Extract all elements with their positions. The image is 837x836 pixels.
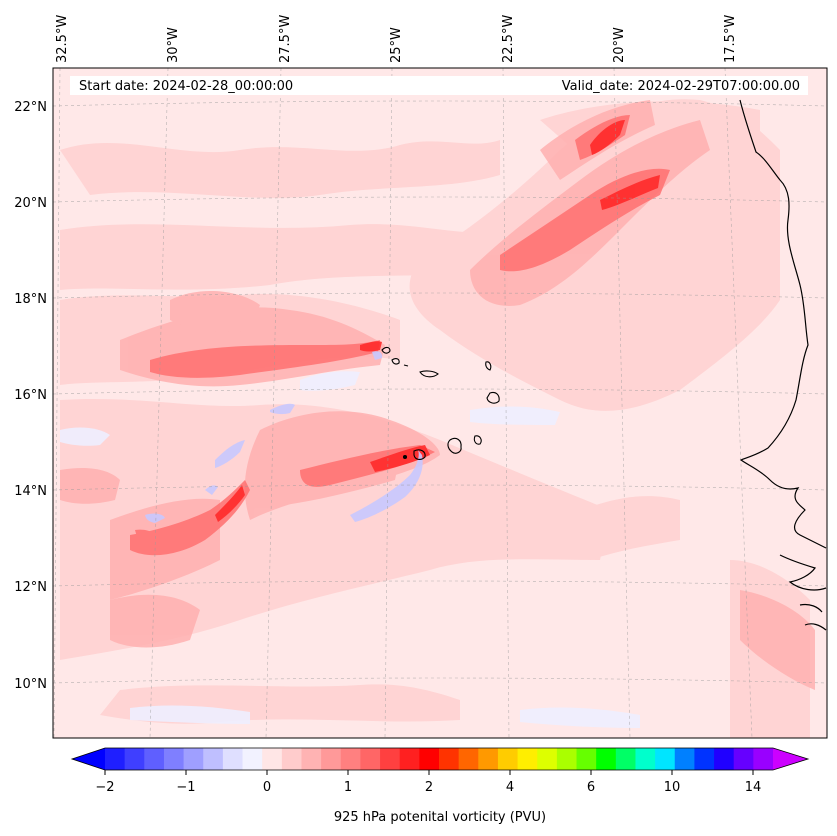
colorbar-cell [340, 748, 361, 770]
colorbar-tick-label: 1 [344, 780, 352, 795]
colorbar-under-arrow [72, 748, 105, 770]
lon-label: 32.5°W [55, 15, 70, 63]
colorbar-cell [655, 748, 676, 770]
pv-field-light [60, 99, 810, 738]
lon-label: 17.5°W [723, 15, 738, 63]
colorbar-cell [517, 748, 538, 770]
lat-label: 16°N [14, 388, 47, 403]
colorbar: −2 −1 0 1 2 4 6 10 14 925 hPa potenital … [70, 747, 810, 825]
colorbar-cell [497, 748, 519, 770]
valid-date-label: Valid_date: 2024-02-29T07:00:00.00 [562, 79, 800, 94]
start-date-label: Start date: 2024-02-28_00:00:00 [79, 79, 293, 94]
colorbar-cell [399, 748, 420, 770]
colorbar-tick-label: −1 [176, 780, 195, 795]
colorbar-cell [183, 748, 204, 770]
cape-verde-islands [381, 346, 500, 460]
lon-label: 25°W [389, 27, 404, 63]
colorbar-cell [556, 748, 578, 770]
colorbar-cell [203, 748, 224, 770]
colorbar-cell [478, 748, 499, 770]
colorbar-tick-label: 4 [506, 780, 514, 795]
colorbar-cell [242, 748, 263, 770]
map-panel[interactable]: Start date: 2024-02-28_00:00:00 Valid_da… [52, 67, 828, 739]
colorbar-cell [124, 748, 145, 770]
colorbar-cell [163, 748, 185, 770]
colorbar-cell [144, 748, 165, 770]
colorbar-cell [360, 748, 381, 770]
colorbar-cell [262, 748, 283, 770]
map-frame [52, 67, 828, 739]
colorbar-cell [635, 748, 656, 770]
lon-label: 30°W [166, 27, 181, 63]
lat-label: 14°N [14, 484, 47, 499]
colorbar-tick-label: 14 [745, 780, 762, 795]
info-box [70, 76, 808, 95]
colorbar-cell [301, 748, 322, 770]
africa-coastline-south [779, 554, 827, 631]
colorbar-cell [615, 748, 636, 770]
lat-label: 12°N [14, 580, 47, 595]
colorbar-cell [439, 748, 460, 770]
colorbar-cell [537, 748, 558, 770]
colorbar-cells [105, 748, 774, 770]
lat-label: 18°N [14, 292, 47, 307]
colorbar-cell [321, 748, 342, 770]
colorbar-tick-label: 6 [587, 780, 595, 795]
colorbar-cell [105, 748, 126, 770]
colorbar-cell [753, 748, 774, 770]
colorbar-cell [458, 748, 479, 770]
colorbar-cell [714, 748, 735, 770]
colorbar-cell [281, 748, 302, 770]
lat-label: 10°N [14, 677, 47, 692]
colorbar-cell [596, 748, 617, 770]
pv-field-negative [145, 351, 423, 523]
colorbar-over-arrow [773, 748, 808, 770]
pv-field-peak [215, 120, 660, 522]
colorbar-cell [576, 748, 597, 770]
lon-label: 20°W [612, 27, 627, 63]
longitude-labels: 32.5°W 30°W 27.5°W 25°W 22.5°W 20°W 17.5… [55, 15, 738, 63]
colorbar-cell [674, 748, 695, 770]
colorbar-cell [222, 748, 244, 770]
lon-label: 22.5°W [501, 15, 516, 63]
lat-label: 22°N [14, 100, 47, 115]
colorbar-cell [380, 748, 401, 770]
colorbar-cell [419, 748, 440, 770]
africa-coastline [739, 99, 827, 549]
colorbar-ticks [104, 770, 754, 775]
lat-label: 20°N [14, 196, 47, 211]
colorbar-tick-label: 10 [664, 780, 681, 795]
colorbar-cell [694, 748, 715, 770]
colorbar-tick-label: 0 [263, 780, 271, 795]
pv-field-weak-negative [60, 371, 640, 728]
colorbar-tick-labels: −2 −1 0 1 2 4 6 10 14 [95, 780, 761, 795]
colorbar-tick-label: 2 [425, 780, 433, 795]
colorbar-cell [733, 748, 754, 770]
latitude-labels: 22°N 20°N 18°N 16°N 14°N 12°N 10°N [14, 100, 47, 692]
colorbar-title: 925 hPa potenital vorticity (PVU) [334, 810, 546, 825]
map-graticule [53, 68, 827, 738]
colorbar-tick-label: −2 [95, 780, 114, 795]
lon-label: 27.5°W [278, 15, 293, 63]
